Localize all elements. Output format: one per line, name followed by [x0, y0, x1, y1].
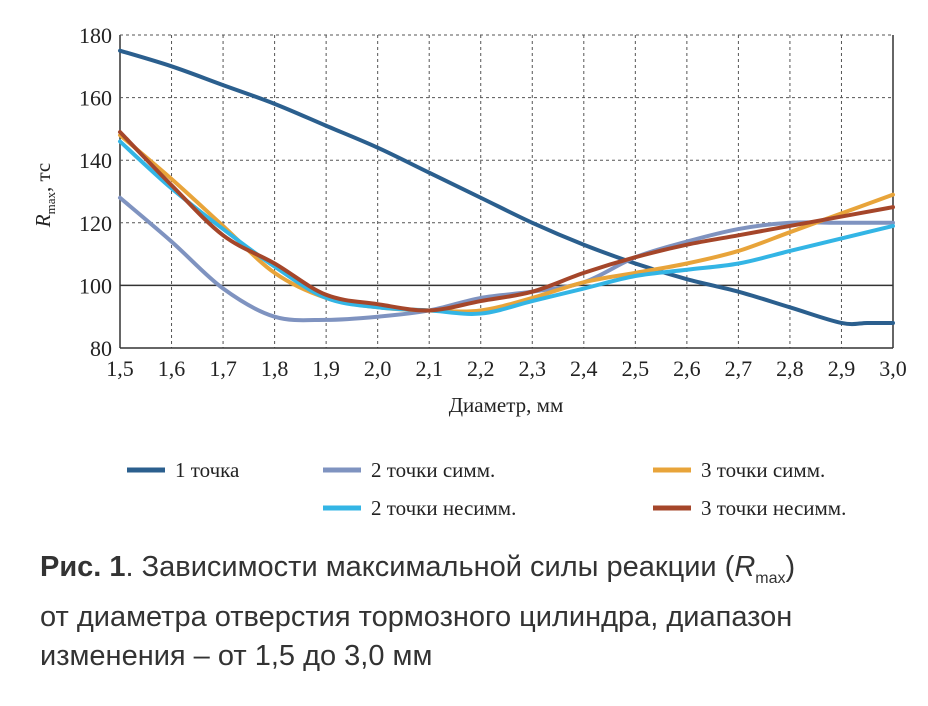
x-tick-label: 2,9	[828, 356, 856, 381]
caption-line-1: Рис. 1. Зависимости максимальной силы ре…	[40, 551, 796, 587]
series-line-1	[118, 48, 895, 327]
legend-label-4: 2 точки несимм.	[371, 496, 516, 520]
x-tick-label: 3,0	[879, 356, 907, 381]
x-tick-label: 2,5	[622, 356, 650, 381]
legend: 1 точка 2 точки симм. 3 точки симм. 2 точки…	[127, 458, 846, 520]
x-tick-label: 2,2	[467, 356, 495, 381]
series-line-4	[118, 139, 895, 316]
y-tick-label: 180	[79, 23, 112, 48]
y-tick-label: 160	[79, 86, 112, 111]
x-tick-label: 1,7	[209, 356, 237, 381]
figure-caption: Рис. 1. Зависимости максимальной силы ре…	[40, 548, 900, 676]
legend-label-5: 3 точки несимм.	[701, 496, 846, 520]
x-tick-label: 1,6	[158, 356, 186, 381]
chart: 1,5 1,6 1,7 1,8 1,9 2,0 2,1 2,2 2,3 2,4 2,5 2,6 2,7 2…	[31, 23, 907, 520]
x-tick-label: 2,6	[673, 356, 701, 381]
y-axis-ticks: 80 100 120 140 160 180	[79, 23, 112, 361]
x-axis-label: Диаметр, мм	[449, 393, 564, 417]
y-tick-label: 80	[90, 336, 112, 361]
caption-line-3: изменения – от 1,5 до 3,0 мм	[40, 639, 433, 672]
x-tick-label: 2,4	[570, 356, 598, 381]
x-tick-label: 2,0	[364, 356, 392, 381]
y-tick-label: 100	[79, 273, 112, 298]
y-tick-label: 120	[79, 211, 112, 236]
y-tick-label: 140	[79, 148, 112, 173]
chart-series	[118, 48, 895, 327]
legend-label-1: 1 точка	[175, 458, 240, 482]
x-tick-label: 1,8	[261, 356, 289, 381]
chart-grid	[119, 34, 894, 349]
x-axis-ticks: 1,5 1,6 1,7 1,8 1,9 2,0 2,1 2,2 2,3 2,4 2,5 2,6 2,7 2…	[106, 356, 907, 381]
x-tick-label: 1,5	[106, 356, 134, 381]
legend-label-3: 3 точки симм.	[701, 458, 825, 482]
x-tick-label: 2,1	[415, 356, 443, 381]
y-axis-label: Rmax, тс	[31, 163, 58, 228]
legend-label-2: 2 точки симм.	[371, 458, 495, 482]
x-tick-label: 1,9	[312, 356, 340, 381]
x-tick-label: 2,8	[776, 356, 804, 381]
x-tick-label: 2,7	[725, 356, 753, 381]
caption-line-2: от диаметра отверстия тормозного цилиндр…	[40, 600, 793, 633]
series-line-2	[118, 195, 895, 323]
series-line-5	[118, 130, 895, 313]
x-tick-label: 2,3	[519, 356, 547, 381]
caption-figure-label: Рис. 1	[40, 551, 126, 583]
